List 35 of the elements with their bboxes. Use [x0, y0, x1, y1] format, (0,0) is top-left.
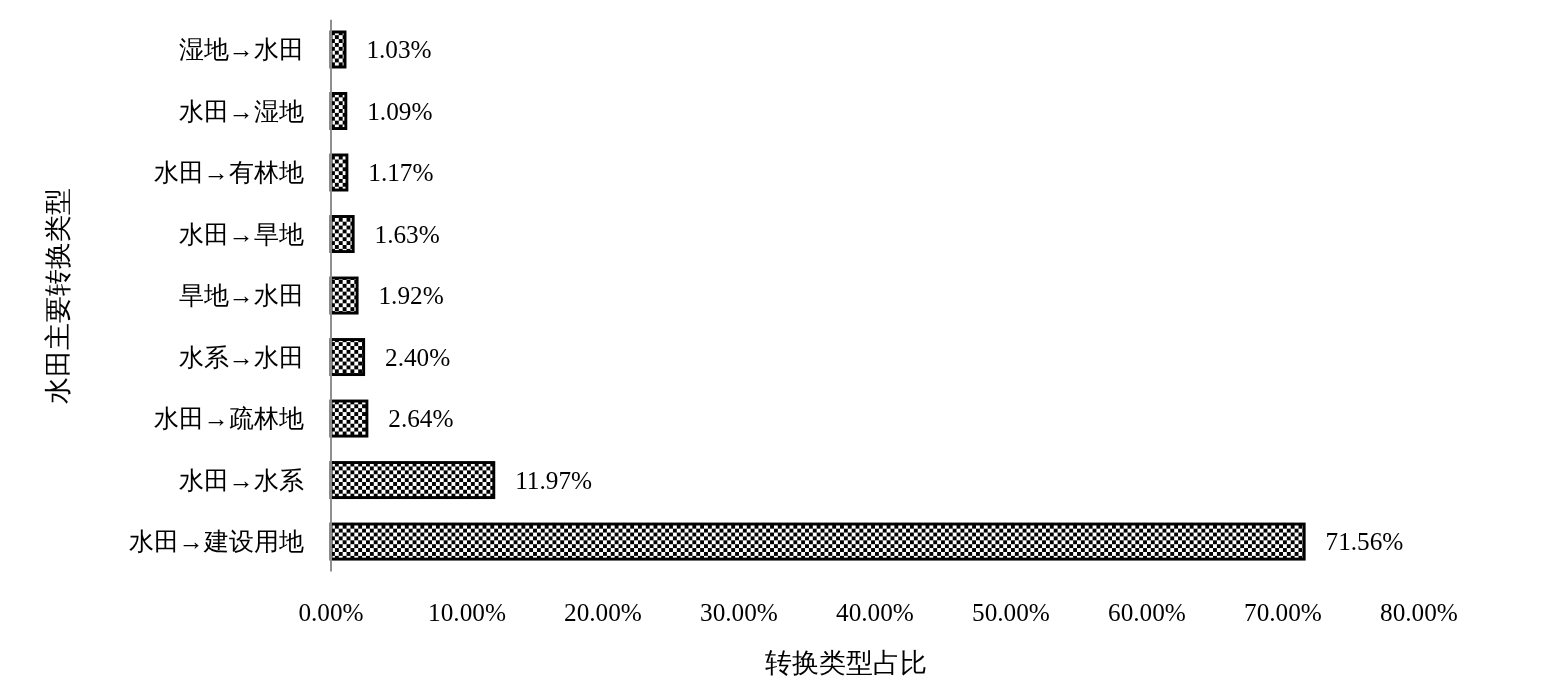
y-tick-label: 水田→疏林地 [153, 404, 304, 433]
x-tick-label: 70.00% [1244, 597, 1322, 626]
y-tick-label: 旱地→水田 [178, 281, 304, 310]
x-tick-label: 0.00% [298, 597, 364, 626]
y-tick-label: 水田→旱地 [178, 219, 304, 248]
y-tick-label: 湿地→水田 [178, 35, 304, 64]
x-tick-label: 20.00% [564, 597, 642, 626]
data-label: 2.64% [388, 404, 454, 433]
y-tick-label: 水田→有林地 [153, 158, 304, 187]
x-axis-title: 转换类型占比 [764, 648, 927, 679]
bar [329, 399, 369, 438]
y-axis-title: 水田主要转换类型 [42, 187, 73, 404]
data-label: 1.63% [374, 219, 440, 248]
bar [329, 276, 359, 315]
x-tick-label: 40.00% [836, 597, 914, 626]
bar [329, 461, 496, 500]
data-label: 2.40% [385, 342, 451, 371]
x-tick-label: 80.00% [1380, 597, 1458, 626]
data-label: 1.17% [368, 158, 434, 187]
x-tick-label: 30.00% [700, 597, 778, 626]
x-tick-label: 50.00% [972, 597, 1050, 626]
bar [329, 338, 366, 377]
data-label: 1.09% [367, 96, 433, 125]
x-tick-label: 60.00% [1108, 597, 1186, 626]
y-tick-label: 水田→建设用地 [128, 527, 304, 556]
y-tick-label: 水田→水系 [178, 465, 304, 494]
x-tick-label: 10.00% [428, 597, 506, 626]
data-label: 71.56% [1325, 527, 1404, 556]
y-tick-label: 水田→湿地 [178, 96, 304, 125]
data-label: 11.97% [515, 465, 593, 494]
data-label: 1.03% [366, 35, 432, 64]
bar [329, 215, 355, 254]
data-label: 1.92% [378, 281, 444, 310]
bar [329, 522, 1306, 561]
y-tick-label: 水系→水田 [178, 342, 304, 371]
